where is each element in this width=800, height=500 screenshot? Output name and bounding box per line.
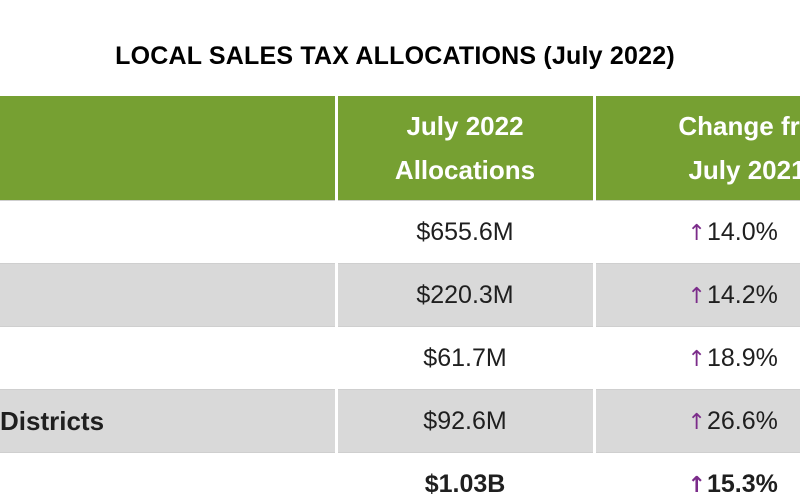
row-change-value: 26.6% xyxy=(706,406,778,435)
row-change-value: 14.0% xyxy=(706,217,778,246)
row-allocation: $1.03B xyxy=(336,452,596,500)
header-change: Change fro July 2021 xyxy=(594,96,800,201)
row-name xyxy=(0,452,338,500)
table-row: $220.3M ↑14.2% xyxy=(0,263,800,327)
table-row: Districts $92.6M ↑26.6% xyxy=(0,389,800,453)
table-row: $655.6M ↑14.0% xyxy=(0,200,800,264)
up-arrow-icon: ↑ xyxy=(687,283,706,309)
row-allocation: $61.7M xyxy=(336,326,596,390)
header-line: July 2022 xyxy=(406,111,524,141)
row-allocation: $92.6M xyxy=(336,389,596,453)
header-jurisdiction xyxy=(0,96,338,201)
row-change: ↑15.3% xyxy=(594,452,800,500)
page-title: LOCAL SALES TAX ALLOCATIONS (July 2022) xyxy=(115,42,675,70)
header-line: Change fro xyxy=(678,111,800,141)
row-name xyxy=(0,263,338,327)
row-change: ↑14.0% xyxy=(594,200,800,264)
row-allocation: $220.3M xyxy=(336,263,596,327)
sales-tax-table: July 2022 Allocations Change fro July 20… xyxy=(0,96,800,500)
row-change: ↑14.2% xyxy=(594,263,800,327)
header-line: Allocations xyxy=(394,155,536,185)
table-header-row: July 2022 Allocations Change fro July 20… xyxy=(0,96,800,201)
row-allocation: $655.6M xyxy=(336,200,596,264)
header-line: July 2021 xyxy=(688,155,800,185)
row-change: ↑18.9% xyxy=(594,326,800,390)
up-arrow-icon: ↑ xyxy=(687,220,706,246)
up-arrow-icon: ↑ xyxy=(687,409,706,435)
row-name xyxy=(0,326,338,390)
row-name xyxy=(0,200,338,264)
row-change: ↑26.6% xyxy=(594,389,800,453)
table-row-total: $1.03B ↑15.3% xyxy=(0,452,800,500)
row-name: Districts xyxy=(0,389,338,453)
row-change-value: 14.2% xyxy=(706,280,778,309)
up-arrow-icon: ↑ xyxy=(687,472,706,498)
table-row: $61.7M ↑18.9% xyxy=(0,326,800,390)
up-arrow-icon: ↑ xyxy=(687,346,706,372)
header-allocations: July 2022 Allocations xyxy=(336,96,596,201)
row-change-value: 18.9% xyxy=(706,343,778,372)
row-change-value: 15.3% xyxy=(706,469,778,498)
